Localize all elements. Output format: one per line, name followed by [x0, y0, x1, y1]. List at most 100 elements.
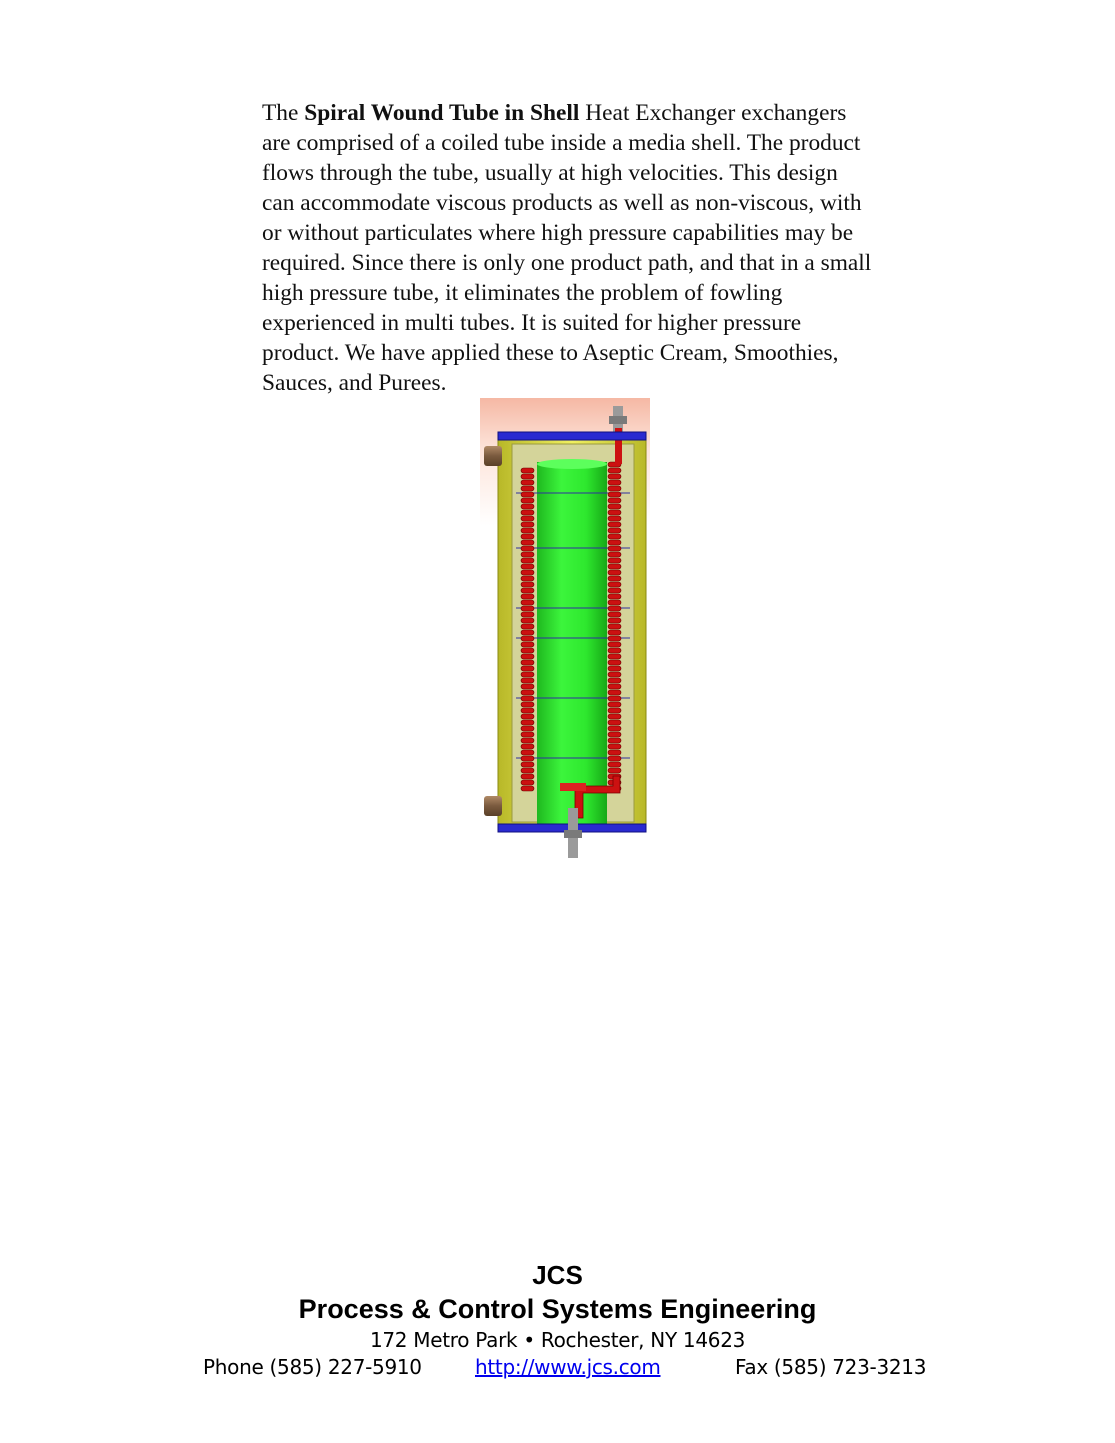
coil-winding	[607, 539, 622, 546]
core-top	[537, 459, 607, 469]
description-text: The	[262, 100, 305, 126]
coil-winding	[607, 695, 622, 702]
contact-row: Phone (585) 227-5910 http://www.jcs.com …	[0, 1354, 1115, 1382]
description-line: can accommodate viscous products as well…	[262, 190, 862, 216]
coil-winding	[607, 719, 622, 726]
coil-winding	[607, 575, 622, 582]
heat-exchanger-illustration	[480, 398, 650, 860]
coil-winding	[520, 509, 535, 516]
heat-exchanger-drawing	[480, 398, 650, 858]
coil-winding	[607, 509, 622, 516]
coil-winding	[520, 503, 535, 510]
coil-winding	[607, 689, 622, 696]
description-line: high pressure tube, it eliminates the pr…	[262, 280, 783, 306]
coil-winding	[607, 707, 622, 714]
coil-winding	[607, 479, 622, 486]
coil-winding	[607, 743, 622, 750]
product-name: Spiral Wound Tube in Shell	[304, 100, 580, 126]
fax-number: Fax (585) 723-3213	[735, 1355, 927, 1379]
coil-winding	[607, 533, 622, 540]
coil-winding	[520, 773, 535, 780]
product-description: The Spiral Wound Tube in Shell Heat Exch…	[262, 98, 952, 398]
coil-winding	[607, 755, 622, 762]
company-address: 172 Metro Park • Rochester, NY 14623	[369, 1328, 746, 1352]
coil-winding	[607, 557, 622, 564]
description-line: product. We have applied these to Asepti…	[262, 340, 839, 366]
coil-winding	[520, 755, 535, 762]
coil-winding	[607, 623, 622, 630]
coil-winding	[607, 599, 622, 606]
coil-winding	[520, 599, 535, 606]
coil-winding	[520, 587, 535, 594]
coil-winding	[520, 557, 535, 564]
left-coil	[520, 467, 535, 792]
description-line: required. Since there is only one produc…	[262, 250, 872, 276]
lower-media-nozzle	[484, 796, 502, 816]
coil-winding	[607, 665, 622, 672]
coil-winding	[607, 491, 622, 498]
coil-winding	[520, 749, 535, 756]
coil-winding	[607, 683, 622, 690]
coil-winding	[520, 653, 535, 660]
coil-winding	[607, 569, 622, 576]
coil-winding	[520, 731, 535, 738]
coil-winding	[607, 563, 622, 570]
coil-winding	[607, 605, 622, 612]
coil-winding	[520, 761, 535, 768]
coil-winding	[607, 701, 622, 708]
description-line: The Spiral Wound Tube in Shell Heat Exch…	[262, 98, 952, 128]
coil-winding	[520, 701, 535, 708]
top-fitting-nut	[609, 416, 627, 424]
coil-winding	[607, 641, 622, 648]
coil-winding	[520, 683, 535, 690]
phone-number: Phone (585) 227-5910	[203, 1355, 422, 1379]
coil-winding	[607, 737, 622, 744]
coil-winding	[607, 581, 622, 588]
right-coil	[607, 461, 622, 792]
coil-winding	[520, 707, 535, 714]
description-text: Heat Exchanger exchangers	[579, 100, 847, 126]
coil-winding	[607, 671, 622, 678]
coil-winding	[607, 473, 622, 480]
coil-winding	[520, 623, 535, 630]
coil-winding	[520, 545, 535, 552]
company-tagline: Process & Control Systems Engineering	[298, 1294, 817, 1324]
coil-winding	[520, 563, 535, 570]
coil-winding	[607, 617, 622, 624]
coil-winding	[607, 551, 622, 558]
coil-winding	[520, 593, 535, 600]
coil-winding	[520, 605, 535, 612]
coil-winding	[607, 527, 622, 534]
coil-winding	[520, 635, 535, 642]
coil-winding	[607, 485, 622, 492]
coil-winding	[520, 737, 535, 744]
coil-winding	[520, 575, 535, 582]
coil-winding	[520, 659, 535, 666]
coil-winding	[520, 779, 535, 786]
company-name: JCS	[532, 1260, 583, 1290]
coil-winding	[607, 497, 622, 504]
coil-winding	[520, 725, 535, 732]
coil-winding	[520, 647, 535, 654]
coil-winding	[607, 587, 622, 594]
coil-winding	[607, 767, 622, 774]
coil-winding	[607, 503, 622, 510]
description-line: Sauces, and Purees.	[262, 370, 447, 396]
coil-winding	[607, 467, 622, 474]
coil-winding	[607, 659, 622, 666]
website-link[interactable]: http://www.jcs.com	[475, 1355, 661, 1379]
coil-winding	[520, 527, 535, 534]
coil-winding	[607, 515, 622, 522]
coil-winding	[520, 611, 535, 618]
coil-winding	[520, 629, 535, 636]
description-line: are comprised of a coiled tube inside a …	[262, 130, 861, 156]
coil-winding	[520, 767, 535, 774]
coil-winding	[520, 551, 535, 558]
coil-winding	[607, 761, 622, 768]
bottom-fitting-nut	[564, 830, 582, 838]
coil-winding	[607, 749, 622, 756]
coil-winding	[520, 677, 535, 684]
coil-winding	[607, 653, 622, 660]
coil-winding	[520, 641, 535, 648]
coil-winding	[607, 629, 622, 636]
